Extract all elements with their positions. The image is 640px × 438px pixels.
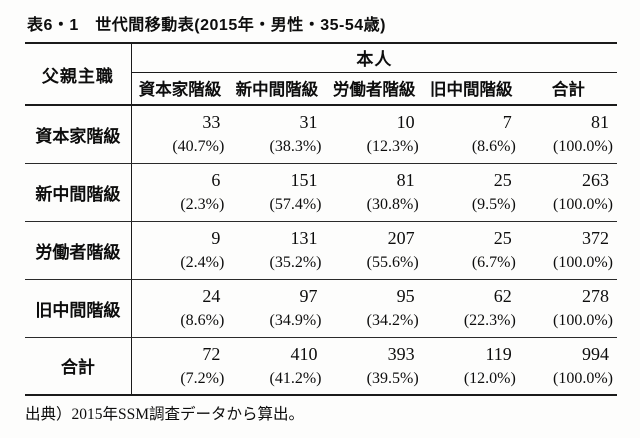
column-header-total: 合計 bbox=[519, 72, 617, 106]
row-label: 資本家階級 bbox=[25, 105, 132, 164]
cell-percent: (9.5%) bbox=[471, 196, 516, 213]
cell-percent: (34.9%) bbox=[269, 312, 322, 329]
table-cell: 81 (30.8%) bbox=[325, 163, 423, 222]
table-title: 表6・1 世代間移動表(2015年・男性・35-54歳) bbox=[27, 17, 386, 34]
column-header-worker: 労働者階級 bbox=[325, 72, 423, 106]
cell-count: 62 bbox=[493, 286, 512, 306]
table-cell: 95 (34.2%) bbox=[325, 279, 423, 338]
cell-count: 25 bbox=[493, 228, 512, 248]
column-header-new-middle: 新中間階級 bbox=[228, 72, 326, 106]
table-cell: 994 (100.0%) bbox=[520, 337, 617, 395]
cell-count: 994 bbox=[582, 343, 609, 364]
column-header-old-middle: 旧中間階級 bbox=[422, 72, 520, 106]
cell-count: 263 bbox=[582, 170, 609, 190]
cell-percent: (12.3%) bbox=[366, 138, 419, 156]
column-header-capitalist: 資本家階級 bbox=[131, 72, 229, 106]
row-label: 新中間階級 bbox=[25, 163, 132, 222]
group-header-honnin: 本人 bbox=[131, 43, 617, 73]
cell-percent: (2.4%) bbox=[180, 254, 225, 271]
cell-percent: (30.8%) bbox=[366, 196, 419, 213]
cell-percent: (100.0%) bbox=[553, 254, 613, 271]
cell-count: 24 bbox=[202, 286, 221, 306]
table-cell: 151 (57.4%) bbox=[228, 163, 326, 222]
cell-percent: (40.7%) bbox=[172, 138, 225, 156]
table-cell: 24 (8.6%) bbox=[131, 279, 229, 338]
cell-percent: (100.0%) bbox=[553, 196, 613, 213]
table-cell: 6 (2.3%) bbox=[131, 163, 229, 222]
cell-count: 95 bbox=[396, 286, 415, 306]
table-cell: 372 (100.0%) bbox=[519, 221, 617, 280]
cell-count: 410 bbox=[290, 343, 318, 364]
cell-count: 151 bbox=[290, 170, 318, 190]
cell-count: 131 bbox=[290, 228, 318, 248]
cell-percent: (57.4%) bbox=[269, 196, 322, 213]
cell-count: 207 bbox=[387, 228, 415, 248]
cell-percent: (38.3%) bbox=[269, 138, 322, 156]
table-cell: 31 (38.3%) bbox=[228, 105, 326, 164]
cell-count: 33 bbox=[202, 112, 221, 133]
cell-percent: (12.0%) bbox=[463, 369, 516, 387]
cell-count: 372 bbox=[582, 228, 609, 248]
cell-percent: (39.5%) bbox=[366, 369, 419, 387]
cell-percent: (100.0%) bbox=[553, 369, 613, 387]
cell-percent: (22.3%) bbox=[463, 312, 516, 329]
cell-count: 119 bbox=[485, 343, 512, 364]
table-cell: 393 (39.5%) bbox=[325, 337, 422, 395]
table-cell: 119 (12.0%) bbox=[423, 337, 520, 395]
table-cell: 25 (9.5%) bbox=[422, 163, 520, 222]
table-cell: 25 (6.7%) bbox=[422, 221, 520, 280]
cell-percent: (34.2%) bbox=[366, 312, 419, 329]
table-cell: 62 (22.3%) bbox=[422, 279, 520, 338]
row-label: 労働者階級 bbox=[25, 221, 132, 280]
table-cell: 410 (41.2%) bbox=[228, 337, 325, 395]
cell-percent: (8.6%) bbox=[180, 312, 225, 329]
table-cell: 10 (12.3%) bbox=[325, 105, 423, 164]
cell-count: 97 bbox=[299, 286, 318, 306]
cell-percent: (41.2%) bbox=[269, 369, 322, 387]
cell-percent: (8.6%) bbox=[471, 138, 516, 156]
table-cell: 81 (100.0%) bbox=[519, 105, 617, 164]
table-row-old-middle: 旧中間階級 24 (8.6%) 97 (34.9%) 95 (34.2%) 62… bbox=[25, 279, 617, 338]
table-row-capitalist: 資本家階級 33 (40.7%) 31 (38.3%) 10 (12.3%) 7… bbox=[25, 105, 617, 164]
table-cell: 263 (100.0%) bbox=[519, 163, 617, 222]
table-cell: 278 (100.0%) bbox=[519, 279, 617, 338]
header-group-row: 父親主職 本人 bbox=[25, 43, 617, 106]
table-cell: 97 (34.9%) bbox=[228, 279, 326, 338]
table-cell: 33 (40.7%) bbox=[131, 105, 229, 164]
table-row-new-middle: 新中間階級 6 (2.3%) 151 (57.4%) 81 (30.8%) 25… bbox=[25, 163, 617, 222]
source-note: 出典）2015年SSM調査データから算出。 bbox=[25, 406, 305, 423]
cell-percent: (2.3%) bbox=[180, 196, 225, 213]
table-cell: 9 (2.4%) bbox=[131, 221, 229, 280]
cell-percent: (7.2%) bbox=[180, 369, 225, 387]
table-row-worker: 労働者階級 9 (2.4%) 131 (35.2%) 207 (55.6%) 2… bbox=[25, 221, 617, 280]
cell-count: 7 bbox=[502, 112, 512, 133]
row-label: 旧中間階級 bbox=[25, 279, 132, 338]
cell-count: 25 bbox=[493, 170, 512, 190]
cell-percent: (6.7%) bbox=[471, 254, 516, 271]
cell-count: 72 bbox=[202, 343, 221, 364]
cell-count: 393 bbox=[387, 343, 415, 364]
cell-percent: (100.0%) bbox=[553, 138, 613, 156]
table-cell: 7 (8.6%) bbox=[422, 105, 520, 164]
mobility-table: 父親主職 本人 資本家階級 新中間階級 労働者階級 旧中間階級 合計 資本家階級… bbox=[25, 42, 617, 396]
cell-count: 9 bbox=[211, 228, 221, 248]
table-cell: 72 (7.2%) bbox=[131, 337, 228, 395]
cell-count: 6 bbox=[211, 170, 221, 190]
table-row-total: 合計 72 (7.2%) 410 (41.2%) 393 (39.5%) 119… bbox=[25, 337, 617, 395]
cell-count: 278 bbox=[582, 286, 609, 306]
cell-percent: (55.6%) bbox=[366, 254, 419, 271]
cell-count: 81 bbox=[396, 170, 415, 190]
cell-count: 31 bbox=[299, 112, 318, 133]
row-label: 合計 bbox=[25, 337, 132, 395]
cell-percent: (35.2%) bbox=[269, 254, 322, 271]
cell-count: 10 bbox=[396, 112, 415, 133]
header-columns-row: 資本家階級 新中間階級 労働者階級 旧中間階級 合計 bbox=[25, 72, 617, 106]
corner-header-father-occupation: 父親主職 bbox=[25, 43, 132, 106]
cell-percent: (100.0%) bbox=[553, 312, 613, 329]
cell-count: 81 bbox=[591, 112, 609, 133]
table-cell: 207 (55.6%) bbox=[325, 221, 423, 280]
table-cell: 131 (35.2%) bbox=[228, 221, 326, 280]
